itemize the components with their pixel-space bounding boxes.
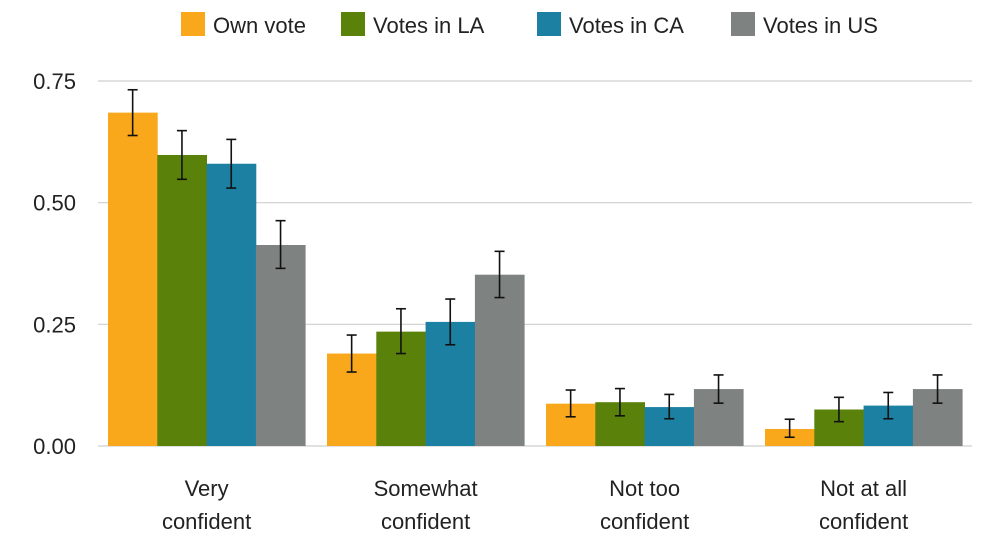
error-bar-s0-c3 bbox=[784, 418, 795, 439]
error-bar-s3-c0 bbox=[275, 219, 286, 270]
error-bar-s1-c3 bbox=[833, 396, 844, 423]
x-category-label-3-line-1: confident bbox=[819, 509, 908, 534]
x-category-label-3-line-0: Not at all bbox=[820, 476, 907, 501]
error-bar-s2-c1 bbox=[445, 298, 456, 346]
error-bar-s1-c1 bbox=[395, 307, 406, 355]
x-category-label-1-line-0: Somewhat bbox=[374, 476, 478, 501]
legend: Own vote Votes in LA Votes in CA Votes in U… bbox=[181, 12, 878, 38]
x-category-label-2-line-0: Not too bbox=[609, 476, 680, 501]
bars bbox=[108, 112, 963, 446]
bar-s2-c0 bbox=[206, 163, 257, 446]
y-tick-label-1: 0.25 bbox=[33, 312, 76, 337]
error-bar-s0-c2 bbox=[565, 389, 576, 418]
x-category-label-0-line-0: Very bbox=[185, 476, 229, 501]
error-bar-s0-c1 bbox=[346, 334, 357, 373]
error-bar-s3-c1 bbox=[494, 250, 505, 299]
error-bar-s2-c2 bbox=[664, 393, 675, 420]
error-bar-s3-c2 bbox=[713, 374, 724, 404]
error-bar-s3-c3 bbox=[932, 374, 943, 404]
legend-swatch bbox=[731, 12, 755, 36]
legend-item-3: Votes in US bbox=[731, 12, 878, 38]
legend-item-2: Votes in CA bbox=[537, 12, 684, 38]
error-bar-s1-c0 bbox=[176, 129, 187, 181]
bar-s3-c1 bbox=[474, 274, 525, 446]
legend-item-0: Own vote bbox=[181, 12, 306, 38]
x-axis-categories: Very confident Somewhat confident Not too con… bbox=[162, 476, 908, 534]
y-tick-label-0: 0.00 bbox=[33, 434, 76, 459]
y-axis-ticks: 0.00 0.25 0.50 0.75 bbox=[33, 69, 76, 459]
legend-label: Votes in US bbox=[763, 13, 878, 38]
error-bar-s0-c0 bbox=[127, 88, 138, 137]
legend-item-1: Votes in LA bbox=[341, 12, 485, 38]
legend-label: Own vote bbox=[213, 13, 306, 38]
bar-s0-c0 bbox=[108, 112, 158, 446]
bar-s3-c0 bbox=[255, 245, 306, 446]
legend-label: Votes in LA bbox=[373, 13, 485, 38]
x-category-label-0-line-1: confident bbox=[162, 509, 251, 534]
y-tick-label-3: 0.75 bbox=[33, 69, 76, 94]
legend-swatch bbox=[341, 12, 365, 36]
error-bars bbox=[127, 88, 943, 439]
error-bar-s1-c2 bbox=[614, 387, 625, 417]
legend-swatch bbox=[537, 12, 561, 36]
bar-s1-c0 bbox=[157, 154, 207, 446]
legend-label: Votes in CA bbox=[569, 13, 684, 38]
x-category-label-2-line-1: confident bbox=[600, 509, 689, 534]
x-category-label-1-line-1: confident bbox=[381, 509, 470, 534]
error-bar-s2-c3 bbox=[883, 391, 894, 420]
y-tick-label-2: 0.50 bbox=[33, 191, 76, 216]
legend-swatch bbox=[181, 12, 205, 36]
error-bar-s2-c0 bbox=[226, 138, 237, 189]
